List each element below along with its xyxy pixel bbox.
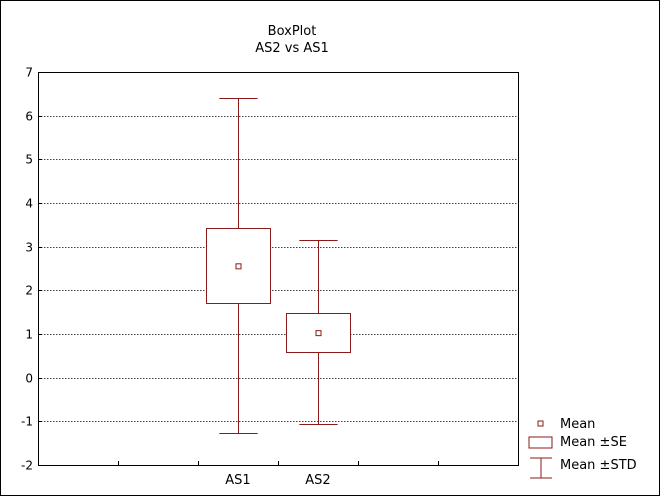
y-tick-label: -2 (21, 459, 33, 473)
se-box (206, 228, 271, 304)
y-tick-label: 4 (25, 197, 33, 211)
y-tick-label: 5 (25, 153, 33, 167)
mean-marker (315, 330, 322, 337)
legend: Mean Mean ±SE Mean ±STD (528, 417, 637, 479)
legend-std-label: Mean ±STD (560, 458, 637, 473)
y-tick-label: 1 (25, 328, 33, 342)
box-as1 (206, 98, 271, 434)
axis-ticks: 7 6 5 4 3 2 1 0 -1 -2 AS1 AS2 (21, 66, 439, 488)
y-tick-label: 2 (25, 284, 33, 298)
y-tick-label: 6 (25, 110, 33, 124)
box-as2 (286, 240, 351, 425)
y-tick-label: 7 (25, 66, 33, 80)
y-tick-label: 0 (25, 372, 33, 386)
box-series (206, 98, 351, 434)
y-tick-label: 3 (25, 241, 33, 255)
legend-mean-marker (537, 420, 544, 427)
mean-marker (235, 263, 242, 270)
legend-se-box (528, 436, 553, 449)
se-box (286, 313, 351, 353)
x-category-label: AS2 (305, 473, 330, 488)
legend-se-label: Mean ±SE (560, 435, 627, 450)
y-tick-label: -1 (21, 415, 33, 429)
legend-mean-label: Mean (560, 417, 595, 432)
plot-area-border (38, 72, 519, 466)
x-category-label: AS1 (225, 473, 250, 488)
chart-title: BoxPlot (268, 24, 317, 39)
grid-lines (38, 116, 518, 422)
chart-subtitle: AS2 vs AS1 (255, 41, 329, 56)
